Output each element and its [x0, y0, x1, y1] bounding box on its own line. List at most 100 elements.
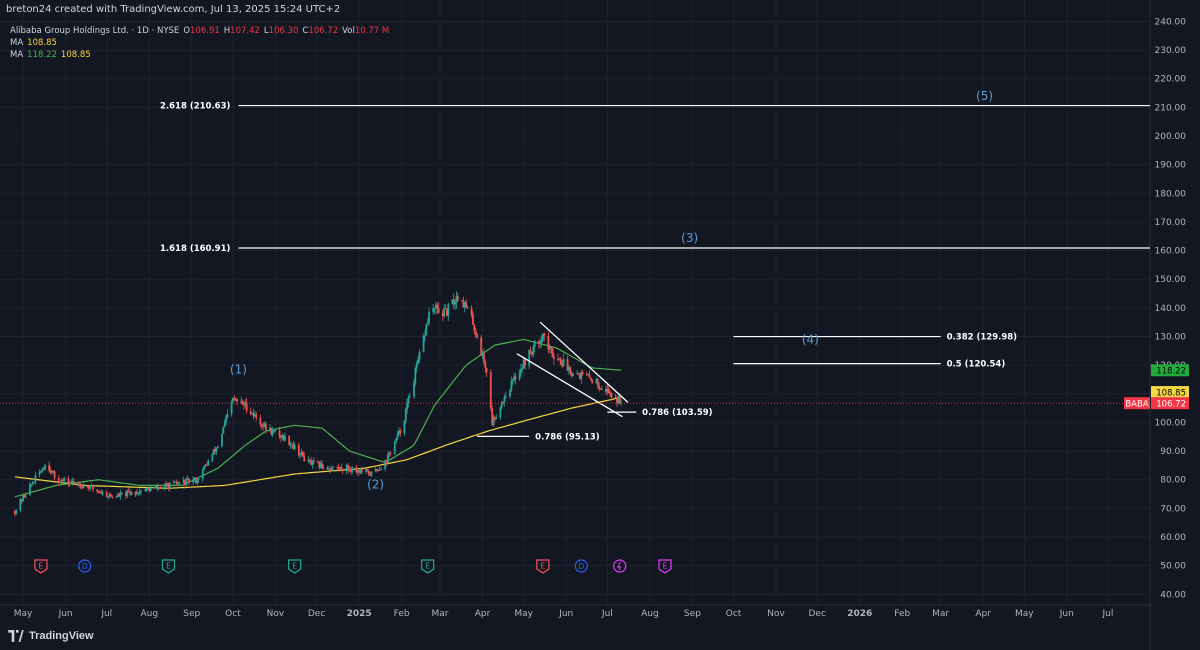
ma-fast-line [14, 338, 622, 498]
candle-body [307, 459, 310, 462]
candle-body [188, 478, 190, 483]
candle-body [193, 477, 196, 480]
candle-body [293, 444, 296, 449]
candle-body [367, 470, 370, 475]
axis-price-tag-label: 108.85 [1156, 389, 1186, 399]
candle-body [470, 308, 473, 315]
chart-legend: Alibaba Group Holdings Ltd. · 1D · NYSE … [10, 25, 389, 61]
candle-body [119, 492, 122, 497]
candle-body [138, 491, 141, 494]
candle-body [568, 367, 570, 371]
candle-body [166, 483, 168, 485]
x-tick-label: Nov [267, 609, 285, 619]
elliott-wave-label: (4) [802, 333, 819, 347]
candle-body [610, 393, 613, 398]
candle-body [358, 470, 361, 473]
candle-body [413, 382, 415, 397]
candle-body [252, 413, 255, 416]
tradingview-branding[interactable]: TradingView [8, 630, 94, 642]
candle-body [157, 487, 160, 488]
candle-body [288, 435, 291, 445]
candle-body [326, 467, 329, 470]
candle-body [339, 466, 341, 469]
candle-body [48, 464, 51, 471]
candle-body [222, 427, 225, 434]
y-tick-label: 190.00 [1155, 161, 1187, 171]
candle-body [125, 493, 127, 496]
candle-body [240, 400, 243, 402]
candle-body [433, 308, 436, 309]
candle-body [572, 373, 574, 376]
event-letter: D [82, 562, 88, 571]
event-letter: E [39, 562, 44, 571]
candle-body [588, 374, 591, 378]
candle-body [495, 417, 498, 420]
candle-body [393, 441, 396, 454]
candle-body [24, 495, 27, 497]
y-tick-label: 90.00 [1160, 447, 1186, 457]
x-tick-label: 2026 [847, 609, 872, 619]
candle-body [29, 484, 31, 496]
candle-body [251, 413, 254, 415]
candle-body [149, 488, 152, 492]
candle-body [318, 461, 321, 468]
candle-body [236, 399, 238, 402]
ma2-row[interactable]: MA 118.22 108.85 [10, 50, 91, 60]
candle-body [153, 487, 156, 489]
candle-body [108, 494, 111, 497]
candle-body [297, 444, 300, 456]
candle-body [521, 368, 524, 369]
elliott-wave-label: (1) [230, 363, 247, 377]
candle-body [389, 452, 392, 454]
candle-body [404, 409, 407, 422]
candlestick-series [13, 291, 622, 517]
candle-body [408, 396, 411, 398]
candle-body [537, 341, 540, 344]
dividend-event-icon [574, 559, 588, 573]
candle-body [207, 460, 210, 466]
candle-body [425, 324, 428, 336]
symbol-title[interactable]: Alibaba Group Holdings Ltd. · 1D · NYSE [10, 26, 180, 36]
event-letter: E [292, 562, 297, 571]
ma1-value: 108.85 [27, 38, 57, 48]
x-tick-label: Apr [475, 609, 491, 619]
x-tick-label: Dec [808, 609, 825, 619]
ma1-row[interactable]: MA 108.85 [10, 38, 57, 48]
candle-body [581, 371, 584, 374]
candle-body [173, 481, 175, 483]
candle-body [585, 373, 588, 376]
event-letter: E [541, 562, 546, 571]
candle-body [137, 493, 140, 495]
fib-level-label: 0.382 (129.98) [947, 333, 1018, 343]
candle-body [466, 307, 469, 309]
candle-body [376, 469, 378, 471]
candle-body [34, 475, 37, 483]
candle-body [336, 467, 339, 469]
candle-body [184, 480, 186, 485]
candle-body [548, 346, 551, 350]
candle-body [216, 446, 219, 448]
candle-body [101, 491, 104, 494]
candle-body [71, 481, 74, 483]
high-value: H107.42 [223, 26, 260, 36]
candle-body [244, 402, 247, 406]
candle-body [480, 337, 483, 356]
drawings[interactable]: 2.618 (210.63) 1.618 (160.91) 0.382 (129.9… [160, 89, 1150, 491]
candle-body [300, 451, 303, 454]
candle-body [465, 301, 467, 308]
candle-body [38, 471, 41, 476]
candle-body [447, 304, 450, 317]
candle-body [42, 469, 45, 471]
candle-body [308, 459, 311, 461]
x-tick-label: Jun [58, 609, 73, 619]
candle-body [40, 471, 42, 473]
candle-body [365, 469, 367, 472]
candle-body [72, 481, 75, 483]
candle-body [406, 403, 409, 410]
x-tick-label: May [514, 609, 533, 619]
candle-body [561, 364, 563, 367]
candle-body [20, 499, 23, 502]
